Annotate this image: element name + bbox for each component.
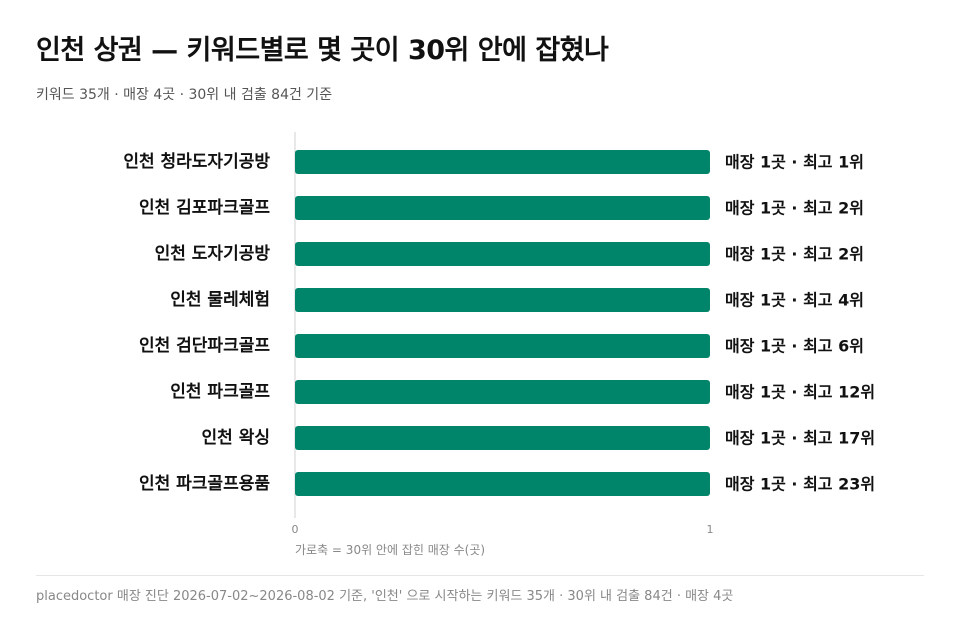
category-label: 인천 파크골프	[170, 382, 270, 402]
value-label: 매장 1곳 · 최고 2위	[725, 245, 864, 264]
x-tick-label: 1	[707, 523, 714, 536]
bar	[295, 472, 710, 496]
category-label: 인천 파크골프용품	[139, 474, 270, 494]
category-label: 인천 도자기공방	[155, 244, 271, 264]
value-label: 매장 1곳 · 최고 17위	[725, 429, 875, 448]
footer-divider	[36, 575, 924, 576]
value-label: 매장 1곳 · 최고 4위	[725, 291, 864, 310]
category-label: 인천 왁싱	[202, 428, 270, 448]
category-label: 인천 검단파크골프	[139, 336, 270, 356]
value-label: 매장 1곳 · 최고 1위	[725, 153, 864, 172]
bar	[295, 426, 710, 450]
x-axis-label: 가로축 = 30위 안에 잡힌 매장 수(곳)	[295, 543, 485, 557]
value-label: 매장 1곳 · 최고 12위	[725, 383, 875, 402]
value-label: 매장 1곳 · 최고 23위	[725, 475, 875, 494]
bar	[295, 334, 710, 358]
value-label: 매장 1곳 · 최고 2위	[725, 199, 864, 218]
category-label: 인천 청라도자기공방	[123, 151, 270, 172]
footer-note: placedoctor 매장 진단 2026-07-02~2026-08-02 …	[36, 589, 734, 604]
chart-subtitle: 키워드 35개 · 매장 4곳 · 30위 내 검출 84건 기준	[36, 87, 333, 103]
category-label: 인천 김포파크골프	[139, 198, 270, 218]
chart-title: 인천 상권 — 키워드별로 몇 곳이 30위 안에 잡혔나	[36, 35, 609, 66]
value-label: 매장 1곳 · 최고 6위	[725, 337, 864, 356]
bar	[295, 150, 710, 174]
bar	[295, 196, 710, 220]
category-label: 인천 물레체험	[170, 289, 270, 310]
bar	[295, 288, 710, 312]
bar	[295, 380, 710, 404]
x-tick-label: 0	[292, 523, 299, 536]
bar	[295, 242, 710, 266]
